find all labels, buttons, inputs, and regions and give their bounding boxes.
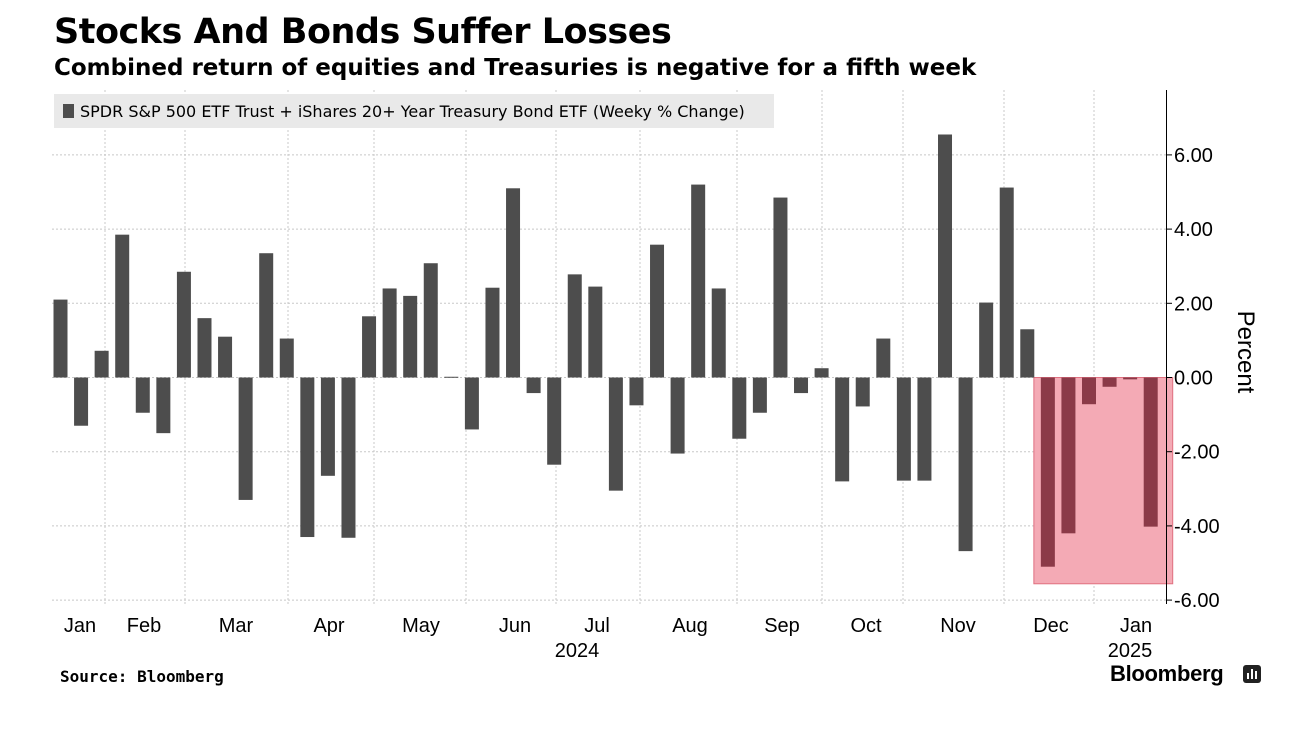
bar: [218, 336, 233, 378]
bar: [938, 134, 953, 378]
bar: [958, 377, 973, 552]
bar: [711, 288, 726, 378]
bar: [506, 188, 521, 378]
y-tick-label: 2.00: [1174, 293, 1213, 315]
bar: [238, 377, 253, 500]
bar: [979, 302, 994, 378]
x-tick-label: Mar: [219, 615, 254, 637]
source-note: Source: Bloomberg: [60, 667, 224, 686]
x-tick-label: Feb: [127, 615, 161, 637]
bar: [1061, 377, 1076, 534]
y-axis-label: Percent: [1232, 311, 1259, 394]
x-tick-label: Sep: [764, 615, 800, 637]
bar: [691, 184, 706, 378]
legend-box: [54, 94, 774, 128]
bar: [773, 197, 788, 378]
bar: [835, 377, 850, 482]
bar: [1020, 329, 1035, 378]
brand-logo-text: Bloomberg: [1110, 661, 1224, 686]
bar: [53, 299, 68, 378]
x-tick-label: Nov: [940, 615, 976, 637]
x-year-label: 2024: [555, 640, 600, 662]
bar: [567, 274, 582, 378]
bar: [752, 377, 767, 413]
bar: [1123, 377, 1138, 380]
x-tick-label: Jan: [1120, 615, 1152, 637]
x-tick-label: Apr: [313, 615, 344, 637]
bar: [814, 368, 829, 378]
x-tick-label: Jul: [584, 615, 610, 637]
bar: [176, 271, 191, 378]
bar: [320, 377, 335, 476]
chart-title: Stocks And Bonds Suffer Losses: [54, 12, 672, 52]
bar: [259, 253, 274, 378]
bar: [464, 377, 479, 430]
bar: [115, 234, 130, 378]
bar: [1040, 377, 1055, 567]
bar: [403, 295, 418, 378]
bar: [300, 377, 315, 538]
legend-label: SPDR S&P 500 ETF Trust + iShares 20+ Yea…: [80, 102, 745, 121]
y-tick-label: 6.00: [1174, 145, 1213, 167]
y-tick-label: -6.00: [1174, 590, 1220, 612]
y-tick-label: -2.00: [1174, 442, 1220, 464]
bloomberg-terminal-icon: [1243, 665, 1261, 683]
chart-subtitle: Combined return of equities and Treasuri…: [54, 55, 977, 81]
bar: [608, 377, 623, 491]
bar: [135, 377, 150, 413]
y-tick-label: 4.00: [1174, 219, 1213, 241]
bar: [629, 377, 644, 406]
x-tick-label: Oct: [850, 615, 882, 637]
bar: [876, 338, 891, 378]
x-year-label: 2025: [1108, 640, 1153, 662]
y-tick-label: -4.00: [1174, 516, 1220, 538]
bar: [94, 350, 109, 378]
bar: [855, 377, 870, 407]
bar: [362, 316, 377, 378]
bar: [197, 318, 212, 378]
bar: [794, 377, 809, 394]
bar: [917, 377, 932, 481]
bar: [526, 377, 541, 394]
bar: [1143, 377, 1158, 527]
bar: [588, 286, 603, 378]
bar: [341, 377, 356, 538]
bar: [670, 377, 685, 454]
bar: [732, 377, 747, 439]
bar: [156, 377, 171, 434]
bar: [74, 377, 89, 426]
legend-swatch: [63, 104, 74, 118]
bar: [444, 376, 459, 378]
bar: [650, 244, 665, 378]
x-tick-label: Jun: [499, 615, 531, 637]
bar: [1102, 377, 1117, 387]
bar: [896, 377, 911, 481]
bar: [999, 187, 1014, 378]
x-tick-label: Aug: [672, 615, 708, 637]
bar: [1082, 377, 1096, 405]
bar: [279, 338, 294, 378]
bar: [382, 288, 397, 378]
bar: [547, 377, 562, 465]
x-tick-label: May: [402, 615, 440, 637]
x-tick-label: Dec: [1033, 615, 1069, 637]
bar: [423, 263, 438, 378]
y-tick-label: 0.00: [1174, 368, 1213, 390]
bar: [485, 287, 500, 378]
x-tick-label: Jan: [64, 615, 96, 637]
